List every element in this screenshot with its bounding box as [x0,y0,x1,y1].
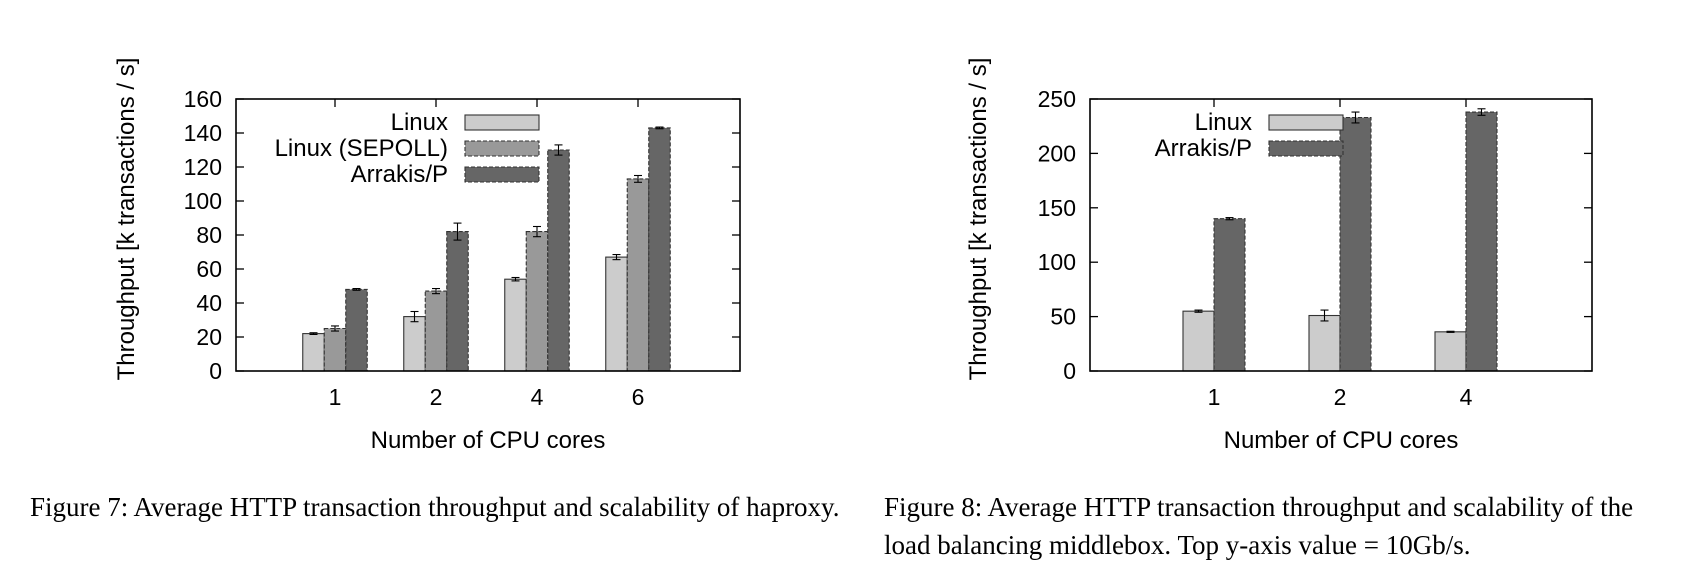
bar-arrakis-p-1 [1213,218,1246,372]
y-tick-label: 40 [196,290,222,316]
bar-arrakis-p-1 [345,288,368,372]
bar-linux-1 [302,333,325,372]
bar-linux-sepoll-1 [323,327,347,372]
y-tick-label: 160 [184,86,222,112]
bar-arrakis-p-4 [1465,111,1498,372]
x-axis-label: Number of CPU cores [371,427,606,454]
bar-linux-sepoll-2 [424,290,448,372]
plot-frame [235,98,741,372]
y-tick-label: 150 [1038,195,1076,221]
y-tick-label: 80 [196,222,222,248]
legend-swatch [1268,114,1344,131]
bar-linux-6 [605,256,628,372]
plot-frame [1089,98,1593,372]
bar-linux-2 [403,316,426,372]
y-axis-label: Throughput [k transactions / s] [965,58,992,381]
x-tick-label: 1 [1208,384,1221,410]
legend-swatch [464,140,540,157]
x-tick-label: 1 [329,384,342,410]
y-tick-label: 200 [1038,140,1076,166]
figure-7-caption: Figure 7: Average HTTP transaction throu… [30,492,840,522]
x-tick-label: 4 [531,384,544,410]
bar-linux-1 [1182,310,1215,372]
legend-swatch [464,114,540,131]
bar-arrakis-p-2 [1339,116,1372,372]
bar-linux-sepoll-4 [525,231,549,372]
legend-label: Arrakis/P [1155,135,1252,162]
figure-8-caption: Figure 8: Average HTTP transaction throu… [884,492,1634,560]
y-tick-label: 0 [209,358,222,384]
x-tick-label: 2 [430,384,443,410]
x-tick-label: 2 [1334,384,1347,410]
bar-linux-4 [504,278,527,372]
y-tick-label: 120 [184,154,222,180]
bar-arrakis-p-6 [648,127,671,372]
bar-arrakis-p-2 [446,231,469,372]
y-tick-label: 20 [196,324,222,350]
y-axis-label: Throughput [k transactions / s] [113,58,140,381]
legend-swatch [464,166,540,183]
y-tick-label: 250 [1038,86,1076,112]
bar-linux-4 [1434,331,1467,372]
y-tick-label: 50 [1050,304,1076,330]
y-tick-label: 140 [184,120,222,146]
x-axis-label: Number of CPU cores [1224,427,1459,454]
legend-label: Linux [391,109,448,136]
y-tick-label: 100 [1038,249,1076,275]
legend-swatch [1268,140,1344,157]
x-tick-label: 4 [1460,384,1473,410]
bar-linux-2 [1308,314,1341,372]
bar-arrakis-p-4 [547,149,570,372]
y-tick-label: 60 [196,256,222,282]
legend-label: Linux [1195,109,1252,136]
legend-label: Arrakis/P [351,161,448,188]
legend-label: Linux (SEPOLL) [275,135,448,162]
bar-linux-sepoll-6 [626,178,650,372]
y-tick-label: 0 [1063,358,1076,384]
x-tick-label: 6 [632,384,645,410]
y-tick-label: 100 [184,188,222,214]
